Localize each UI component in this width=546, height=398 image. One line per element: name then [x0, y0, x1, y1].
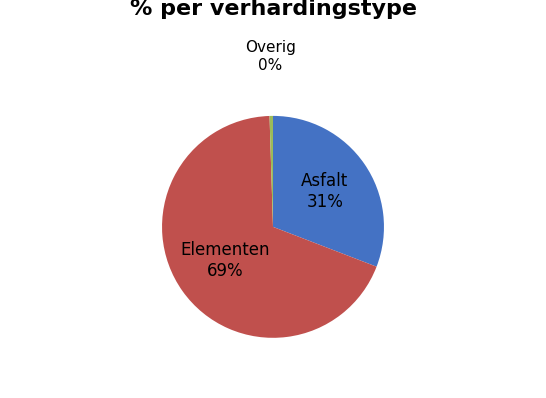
- Wedge shape: [162, 116, 377, 338]
- Wedge shape: [270, 116, 273, 227]
- Wedge shape: [273, 116, 384, 267]
- Text: Asfalt
31%: Asfalt 31%: [301, 172, 348, 211]
- Title: % per verhardingstype: % per verhardingstype: [129, 0, 417, 19]
- Text: Overig
0%: Overig 0%: [245, 41, 296, 73]
- Text: Elementen
69%: Elementen 69%: [180, 242, 270, 280]
